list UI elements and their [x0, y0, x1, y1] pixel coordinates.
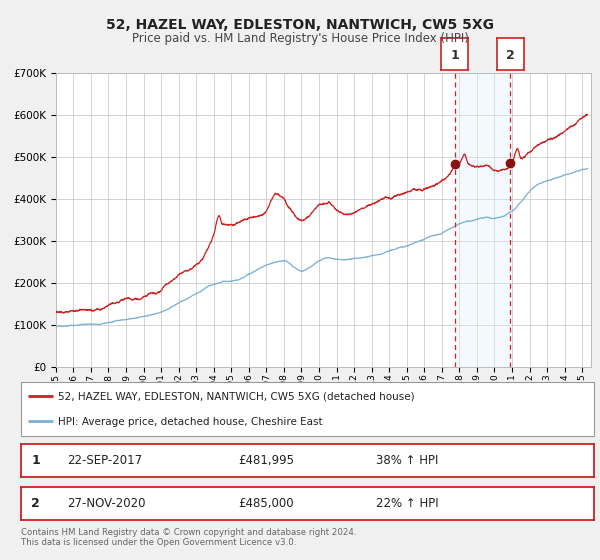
Text: 22% ↑ HPI: 22% ↑ HPI — [376, 497, 439, 510]
Bar — [455, 73, 511, 367]
Text: 2: 2 — [31, 497, 40, 510]
Text: £485,000: £485,000 — [239, 497, 295, 510]
Text: Contains HM Land Registry data © Crown copyright and database right 2024.
This d: Contains HM Land Registry data © Crown c… — [21, 528, 356, 547]
Text: 22-SEP-2017: 22-SEP-2017 — [67, 454, 142, 467]
Text: 1: 1 — [31, 454, 40, 467]
Text: 52, HAZEL WAY, EDLESTON, NANTWICH, CW5 5XG (detached house): 52, HAZEL WAY, EDLESTON, NANTWICH, CW5 5… — [58, 392, 415, 402]
Text: HPI: Average price, detached house, Cheshire East: HPI: Average price, detached house, Ches… — [58, 417, 323, 427]
Text: 38% ↑ HPI: 38% ↑ HPI — [376, 454, 439, 467]
Text: Price paid vs. HM Land Registry's House Price Index (HPI): Price paid vs. HM Land Registry's House … — [131, 32, 469, 45]
Text: 2: 2 — [506, 49, 515, 62]
Text: £481,995: £481,995 — [239, 454, 295, 467]
Text: 1: 1 — [450, 49, 459, 62]
Text: 52, HAZEL WAY, EDLESTON, NANTWICH, CW5 5XG: 52, HAZEL WAY, EDLESTON, NANTWICH, CW5 5… — [106, 18, 494, 32]
Text: 27-NOV-2020: 27-NOV-2020 — [67, 497, 145, 510]
